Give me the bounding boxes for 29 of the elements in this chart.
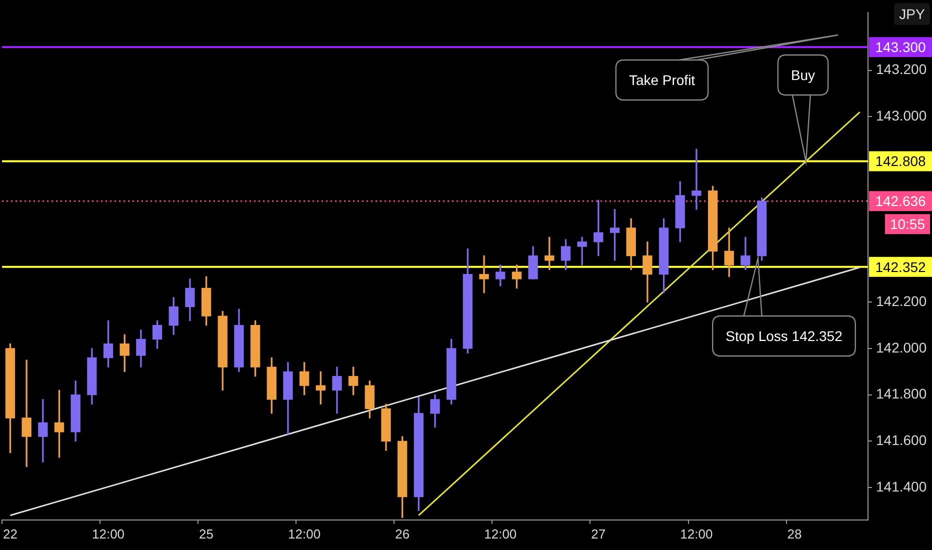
x-tick-label: 12:00 xyxy=(92,526,125,542)
annotation: Buy xyxy=(790,66,816,83)
candlestick xyxy=(692,148,702,210)
x-tick-label: 22 xyxy=(2,526,18,542)
ref-line-label: 142.352 xyxy=(875,258,926,275)
x-tick-label: 26 xyxy=(395,526,410,542)
x-tick-label: 12:00 xyxy=(288,526,321,542)
candlestick xyxy=(22,360,32,468)
y-tick-label: 142.000 xyxy=(876,339,927,356)
text: 10:55 xyxy=(890,216,926,232)
y-tick-label: 141.400 xyxy=(876,478,927,494)
y-tick-label: 141.800 xyxy=(876,386,927,402)
text: JPY xyxy=(899,6,926,22)
ref-line-label: 142.808 xyxy=(875,153,926,170)
y-tick-label: 142.200 xyxy=(876,292,927,309)
candlestick xyxy=(479,255,489,294)
ref-line-label: 143.300 xyxy=(875,39,926,56)
y-tick-label: 143.200 xyxy=(876,61,927,78)
x-tick-label: 27 xyxy=(591,526,606,542)
y-tick-label: 143.000 xyxy=(876,108,927,124)
annotation: Stop Loss 142.352 xyxy=(726,328,843,344)
candlestick xyxy=(577,236,587,266)
x-tick-label: 12:00 xyxy=(484,526,517,542)
x-tick-label: 28 xyxy=(787,526,802,542)
ref-line-label: 142.636 xyxy=(875,192,926,209)
y-tick-label: 141.600 xyxy=(876,432,927,448)
annotation: Take Profit xyxy=(628,72,696,88)
x-tick-label: 12:00 xyxy=(680,526,713,542)
x-tick-label: 25 xyxy=(199,526,214,542)
